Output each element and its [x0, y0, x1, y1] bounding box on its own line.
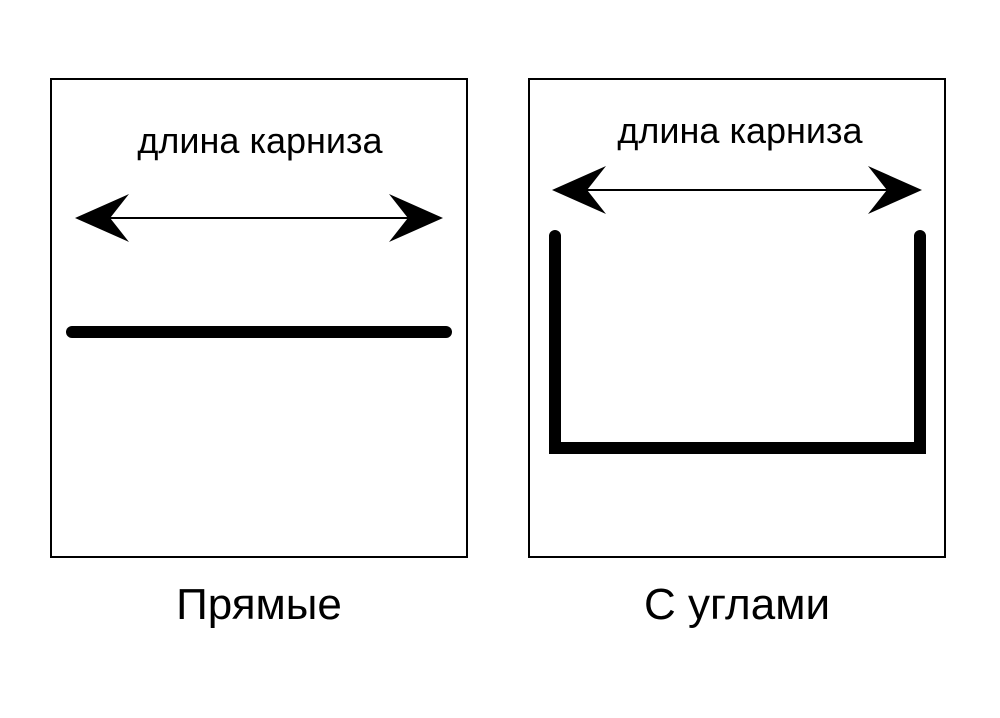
- caption-corners: С углами: [528, 580, 946, 630]
- cornice-shape-u: [549, 236, 926, 460]
- dim-label-left: длина карниза: [110, 120, 410, 162]
- dimension-arrow-right: [552, 166, 922, 214]
- caption-straight: Прямые: [50, 580, 468, 630]
- cornice-shape-straight: [72, 326, 446, 338]
- diagram-canvas: длина карниза Прямые длина карниза С угл…: [0, 0, 1000, 718]
- dim-label-right: длина карниза: [590, 110, 890, 152]
- dimension-arrow-left: [75, 194, 443, 242]
